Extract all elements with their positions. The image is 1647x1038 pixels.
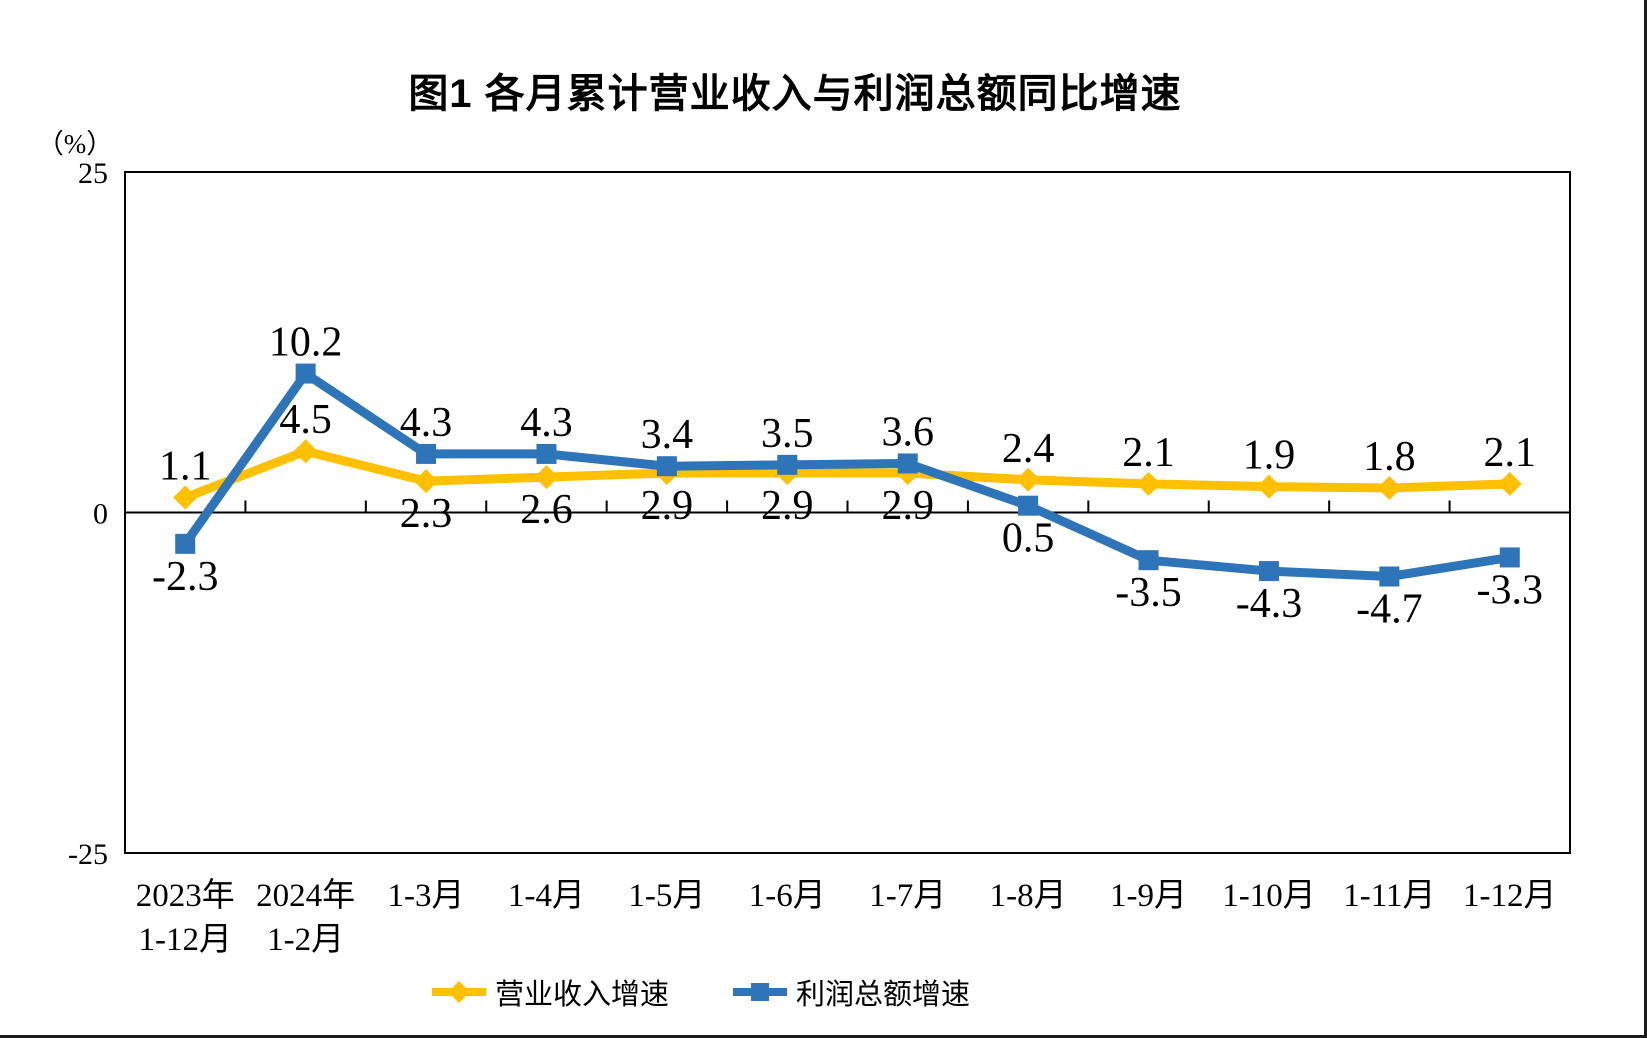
profit-growth-data-label: 3.4 [641,412,694,458]
profit-growth-data-point-marker [777,454,798,475]
revenue-growth-data-point-marker [293,439,318,464]
profit-growth-data-label: 10.2 [269,320,343,366]
legend-item-revenue-growth: 营业收入增速 [430,974,670,1011]
revenue-growth-data-label: 1.8 [1363,434,1416,480]
profit-growth-data-point-marker [897,453,918,474]
x-axis-category-label: 1-12月 [1463,878,1557,914]
revenue-growth-data-label: 2.9 [881,483,934,529]
x-axis-category-label: 2023年 [136,877,235,914]
revenue-growth-data-point-marker [1016,467,1041,492]
revenue-growth-data-point-marker [414,469,439,494]
revenue-growth-data-point-marker [534,465,559,490]
revenue-growth-data-label: 4.5 [279,397,332,443]
chart-title: 图1 各月累计营业收入与利润总额同比增速 [408,72,1182,116]
legend-label-revenue-growth: 营业收入增速 [495,979,670,1011]
profit-growth-data-label: 3.6 [881,409,934,455]
revenue-growth-data-point-marker [1377,475,1402,500]
profit-growth-data-label: -4.3 [1236,581,1303,627]
profit-growth-data-label: 0.5 [1002,516,1055,562]
diamond-marker-icon [448,981,470,1003]
profit-growth-data-point-marker [295,363,316,384]
profit-series-legend-swatch-icon [733,983,787,1001]
revenue-growth-data-point-marker [1256,474,1281,499]
profit-growth-data-point-marker [536,443,557,464]
profit-growth-data-point-marker [1258,561,1279,582]
legend-item-profit-growth: 利润总额增速 [731,974,971,1011]
x-axis-category-label: 1-7月 [869,878,946,914]
revenue-growth-data-label: 2.4 [1002,426,1055,472]
x-axis-category-label: 2024年 [256,877,355,914]
legend-label-profit-growth: 利润总额增速 [796,979,971,1011]
profit-growth-series-line [180,369,1515,582]
page-bottom-border-line [0,1035,1647,1038]
y-axis-tick-label: 25 [78,157,108,190]
square-marker-icon [751,983,769,1001]
profit-growth-data-point-marker [1499,547,1520,568]
profit-growth-data-point-marker [1379,566,1400,587]
profit-growth-data-label: 3.5 [761,411,814,457]
revenue-growth-data-point-marker [1136,471,1161,496]
revenue-growth-data-label: 2.9 [641,483,694,529]
x-axis-category-label: 1-8月 [990,878,1067,914]
x-axis-category-label: 1-11月 [1343,878,1435,914]
revenue-growth-data-label: 1.1 [159,444,212,490]
profit-growth-data-label: -3.3 [1477,567,1544,613]
revenue-growth-data-label: 2.1 [1122,430,1175,476]
profit-growth-data-point-marker [175,533,196,554]
x-axis-category-label: 1-5月 [628,878,705,914]
revenue-growth-data-point-marker [173,485,198,510]
x-axis-category-label: 1-10月 [1222,878,1316,914]
y-axis-tick-label: -25 [68,838,108,871]
revenue-series-legend-swatch-icon [432,981,486,1003]
profit-growth-data-point-marker [416,443,437,464]
x-axis-category-label: 1-12月 [138,922,232,958]
revenue-growth-data-point-marker [1497,471,1522,496]
y-axis-unit-label: （%） [36,129,114,159]
x-axis-category-label: 1-3月 [388,878,465,914]
profit-growth-data-label: 4.3 [400,400,453,446]
revenue-growth-series-line [180,446,1515,503]
revenue-growth-data-label: 1.9 [1243,433,1296,479]
revenue-growth-data-label: 2.9 [761,483,814,529]
profit-growth-data-label: 4.3 [520,400,573,446]
revenue-growth-data-label: 2.1 [1484,430,1537,476]
x-axis-category-label: 1-9月 [1110,878,1187,914]
x-axis-category-label: 1-4月 [508,878,585,914]
page-right-border-line [1644,0,1647,1038]
x-axis-category-label: 1-2月 [267,922,344,958]
profit-growth-data-label: -2.3 [152,554,219,600]
profit-growth-data-point-marker [656,456,677,477]
x-axis-category-label: 1-6月 [749,878,826,914]
profit-growth-data-point-marker [1138,550,1159,571]
revenue-growth-data-label: 2.6 [520,487,573,533]
profit-growth-data-label: -3.5 [1115,570,1182,616]
profit-growth-data-label: -4.7 [1356,587,1423,633]
revenue-growth-data-label: 2.3 [400,491,453,537]
profit-growth-data-point-marker [1018,495,1039,516]
y-axis-tick-label: 0 [93,498,108,531]
